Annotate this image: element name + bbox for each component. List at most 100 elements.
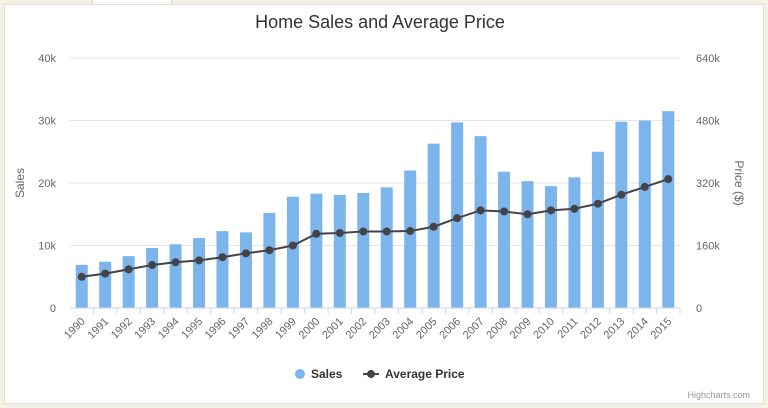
y-right-tick-label: 480k bbox=[696, 116, 720, 128]
x-tick-label: 2005 bbox=[414, 316, 440, 342]
chart-title: Home Sales and Average Price bbox=[255, 12, 505, 32]
sales-bar bbox=[380, 187, 393, 308]
x-tick-label: 1996 bbox=[203, 316, 229, 342]
price-point bbox=[241, 249, 250, 258]
sales-bar bbox=[239, 232, 252, 308]
sales-bar bbox=[404, 170, 417, 308]
x-tick-label: 2011 bbox=[555, 316, 580, 341]
price-point bbox=[453, 214, 462, 223]
price-line bbox=[77, 175, 673, 281]
price-point bbox=[101, 269, 110, 278]
price-point bbox=[500, 207, 509, 216]
x-tick-label: 1991 bbox=[86, 316, 112, 342]
sales-bar bbox=[544, 186, 557, 308]
x-tick-label: 2000 bbox=[297, 316, 323, 342]
sales-bar bbox=[169, 244, 182, 308]
x-tick-label: 2012 bbox=[578, 316, 604, 342]
x-tick-label: 2009 bbox=[508, 316, 534, 342]
price-point bbox=[265, 246, 274, 255]
sales-bar bbox=[286, 196, 299, 308]
price-point bbox=[195, 256, 204, 265]
sales-bar bbox=[521, 181, 534, 308]
price-point bbox=[77, 272, 86, 281]
price-point bbox=[523, 210, 532, 219]
legend-price-marker bbox=[367, 370, 375, 378]
sales-bar bbox=[263, 213, 276, 308]
x-tick-label: 1999 bbox=[273, 316, 299, 342]
price-point bbox=[218, 253, 227, 262]
y-left-tick-label: 10k bbox=[38, 241, 56, 253]
credits-link[interactable]: Highcharts.com bbox=[687, 390, 750, 400]
price-point bbox=[335, 229, 344, 237]
y-left-tick-label: 30k bbox=[38, 116, 56, 128]
x-tick-label: 2010 bbox=[531, 316, 557, 342]
sales-bar bbox=[333, 194, 346, 308]
price-point bbox=[546, 206, 555, 215]
y-left-tick-label: 0 bbox=[50, 303, 56, 315]
price-point bbox=[171, 258, 180, 267]
y-left-tick-label: 40k bbox=[38, 53, 56, 65]
sales-bar bbox=[122, 256, 135, 308]
sales-bar bbox=[99, 261, 112, 308]
grid-lines bbox=[70, 57, 680, 246]
x-tick-label: 1993 bbox=[132, 316, 158, 342]
price-point bbox=[476, 206, 485, 215]
x-tick-label: 2001 bbox=[320, 316, 346, 342]
legend-sales-marker bbox=[295, 369, 305, 379]
x-tick-label: 2002 bbox=[344, 316, 370, 342]
sales-bar bbox=[615, 121, 628, 308]
x-tick-label: 2014 bbox=[625, 316, 651, 342]
y-right-tick-label: 320k bbox=[696, 178, 720, 190]
sales-bar bbox=[638, 120, 651, 308]
sales-bar bbox=[591, 151, 604, 308]
price-point bbox=[640, 182, 649, 191]
price-point bbox=[148, 261, 157, 270]
y-right-tick-label: 160k bbox=[696, 241, 720, 253]
x-tick-label: 1994 bbox=[156, 316, 182, 342]
x-tick-label: 1997 bbox=[226, 316, 252, 342]
tab-active[interactable] bbox=[92, 0, 172, 6]
price-point bbox=[288, 241, 297, 250]
sales-bar bbox=[498, 171, 511, 308]
x-tick-label: 2013 bbox=[602, 316, 628, 342]
price-point bbox=[359, 227, 368, 236]
x-tick-label: 2006 bbox=[437, 316, 463, 342]
sales-bar bbox=[357, 193, 370, 308]
sales-bar bbox=[146, 248, 159, 308]
x-tick-label: 2003 bbox=[367, 316, 393, 342]
x-tick-label: 2007 bbox=[461, 316, 487, 342]
y-left-tick-label: 20k bbox=[38, 178, 56, 190]
x-tick-label: 1990 bbox=[62, 316, 88, 342]
x-tick-label: 2008 bbox=[484, 316, 510, 342]
sales-bar bbox=[662, 111, 675, 308]
tab-strip bbox=[0, 0, 768, 6]
legend-sales-label: Sales bbox=[311, 367, 343, 381]
price-point bbox=[617, 190, 626, 199]
y-right-tick-label: 640k bbox=[696, 53, 720, 65]
price-point bbox=[429, 222, 438, 231]
sales-bar bbox=[216, 231, 229, 308]
x-tick-label: 1998 bbox=[250, 316, 276, 342]
sales-bar bbox=[474, 136, 487, 308]
sales-bar bbox=[193, 238, 206, 308]
price-point bbox=[406, 227, 415, 236]
price-point bbox=[382, 227, 391, 236]
sales-bar bbox=[75, 264, 88, 308]
legend-item-sales[interactable]: Sales bbox=[295, 367, 343, 381]
price-point bbox=[312, 229, 321, 238]
price-point bbox=[664, 175, 673, 184]
legend-price-label: Average Price bbox=[385, 367, 465, 381]
price-point bbox=[593, 199, 602, 208]
x-tick-label: 2015 bbox=[649, 316, 675, 342]
x-tick-label: 2004 bbox=[391, 316, 417, 342]
chart-panel bbox=[4, 4, 764, 404]
sales-bars bbox=[75, 111, 675, 308]
legend-item-average-price[interactable]: Average Price bbox=[363, 367, 465, 381]
x-tick-label: 1992 bbox=[109, 316, 135, 342]
y-axis-left-title: Sales bbox=[13, 168, 27, 198]
sales-bar bbox=[568, 177, 581, 308]
x-tick-label: 1995 bbox=[179, 316, 205, 342]
